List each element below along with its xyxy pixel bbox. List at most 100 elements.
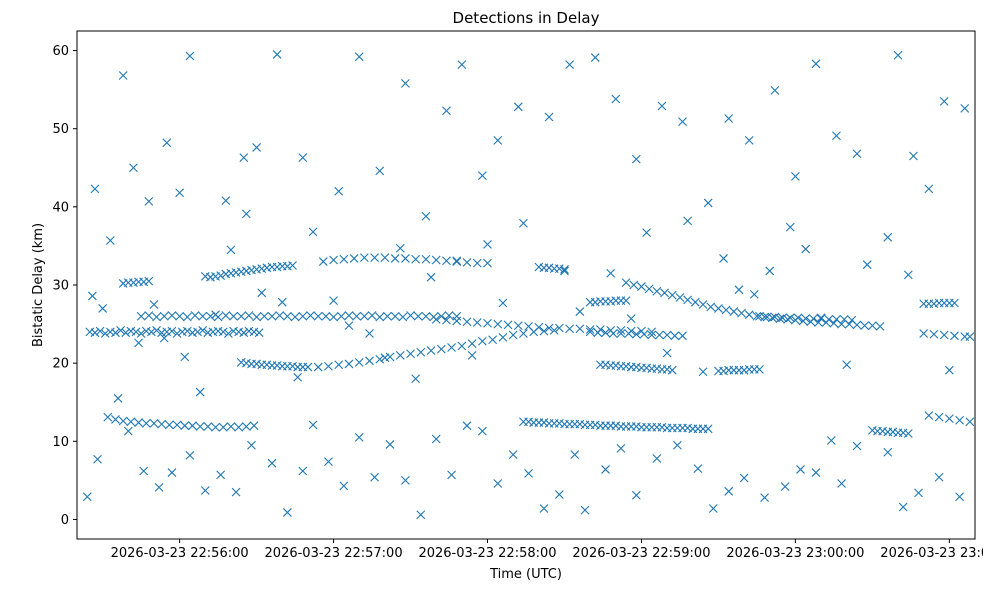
data-point-marker [755, 365, 764, 374]
series-track-26km-steady [136, 311, 462, 322]
data-point-marker [93, 454, 102, 464]
data-point-marker [308, 420, 318, 430]
data-point-marker [488, 335, 498, 345]
data-point-marker [575, 307, 585, 316]
data-point-marker [359, 253, 369, 263]
data-point-marker [965, 332, 975, 341]
data-point-marker [575, 324, 585, 334]
data-point-marker [762, 312, 772, 322]
data-point-marker [275, 311, 285, 320]
data-point-marker [144, 311, 154, 320]
data-point-marker [667, 365, 677, 375]
data-point-marker [144, 196, 154, 206]
data-point-marker [826, 436, 836, 445]
data-point-marker [883, 447, 893, 457]
data-point-marker [457, 60, 467, 69]
data-point-marker [960, 103, 970, 113]
data-point-marker [621, 278, 631, 288]
x-tick-label: 2026-03-23 23:00:00 [726, 546, 864, 561]
data-point-marker [167, 468, 177, 477]
data-point-marker [616, 443, 626, 453]
y-tick-label: 20 [52, 357, 69, 372]
series-track-33km-arc [318, 253, 492, 268]
series-track-12km-mid [519, 417, 713, 434]
data-point-marker [513, 102, 523, 112]
data-point-marker [283, 311, 292, 321]
data-point-marker [390, 311, 400, 321]
data-point-marker [380, 253, 390, 263]
data-point-marker [111, 415, 120, 424]
data-point-marker [244, 311, 254, 320]
data-point-marker [867, 321, 877, 331]
data-point-marker [914, 488, 923, 498]
data-point-marker [760, 493, 769, 502]
data-point-marker [939, 330, 949, 340]
data-point-marker [729, 307, 739, 316]
chart-title: Detections in Delay [453, 9, 600, 27]
data-point-marker [329, 296, 338, 306]
data-point-marker [508, 450, 518, 459]
data-point-marker [472, 318, 482, 327]
data-point-marker [367, 311, 377, 320]
data-point-marker [426, 272, 436, 282]
data-point-marker [257, 288, 267, 298]
x-tick-label: 2026-03-23 22:58:00 [418, 546, 556, 561]
series-track-20km-flat [236, 357, 313, 372]
data-point-marker [462, 421, 472, 431]
data-point-marker [157, 419, 167, 429]
data-point-marker [698, 300, 708, 309]
data-point-marker [431, 314, 441, 324]
data-point-marker [457, 341, 467, 351]
data-point-marker [365, 329, 374, 338]
data-point-marker [852, 149, 862, 159]
data-point-marker [411, 254, 421, 264]
data-point-marker [524, 468, 533, 478]
data-point-marker [288, 261, 297, 270]
data-point-marker [483, 318, 492, 328]
data-point-marker [385, 440, 395, 449]
data-point-marker [365, 356, 374, 366]
data-point-marker [955, 492, 964, 502]
data-point-marker [703, 424, 713, 434]
data-point-marker [298, 153, 308, 162]
data-point-marker [436, 344, 446, 354]
data-point-marker [585, 325, 595, 334]
data-point-marker [126, 417, 136, 427]
data-point-marker [141, 418, 151, 428]
data-point-marker [344, 311, 354, 320]
data-point-marker [703, 198, 713, 208]
series-clutter-high [90, 50, 970, 281]
data-point-marker [426, 346, 436, 356]
data-point-marker [324, 457, 333, 467]
data-point-marker [324, 361, 333, 371]
data-point-marker [862, 260, 872, 270]
data-point-marker [690, 297, 700, 307]
data-point-marker [182, 326, 192, 336]
data-point-marker [667, 290, 677, 300]
data-point-marker [401, 78, 410, 88]
data-point-marker [105, 236, 115, 245]
data-point-marker [136, 329, 146, 338]
data-point-marker [167, 326, 177, 336]
data-point-marker [159, 333, 169, 343]
data-point-marker [816, 313, 826, 323]
data-point-marker [608, 329, 618, 338]
data-point-marker [483, 239, 492, 249]
data-point-marker [842, 360, 852, 370]
data-point-marker [811, 468, 821, 477]
series-track-19km-short [714, 365, 764, 376]
x-axis-ticks: 2026-03-23 22:56:00 2026-03-23 22:57:00 20… [111, 539, 983, 561]
data-point-marker [611, 94, 621, 104]
data-point-marker [639, 329, 649, 339]
data-point-marker [159, 311, 169, 321]
data-point-marker [411, 374, 421, 384]
data-point-marker [883, 232, 893, 242]
data-point-marker [944, 414, 954, 424]
data-point-marker [88, 291, 97, 301]
data-point-marker [226, 245, 236, 255]
data-point-marker [616, 325, 626, 335]
data-point-marker [298, 466, 308, 476]
data-point-marker [413, 311, 423, 321]
data-point-marker [554, 323, 564, 333]
data-point-marker [152, 312, 161, 322]
